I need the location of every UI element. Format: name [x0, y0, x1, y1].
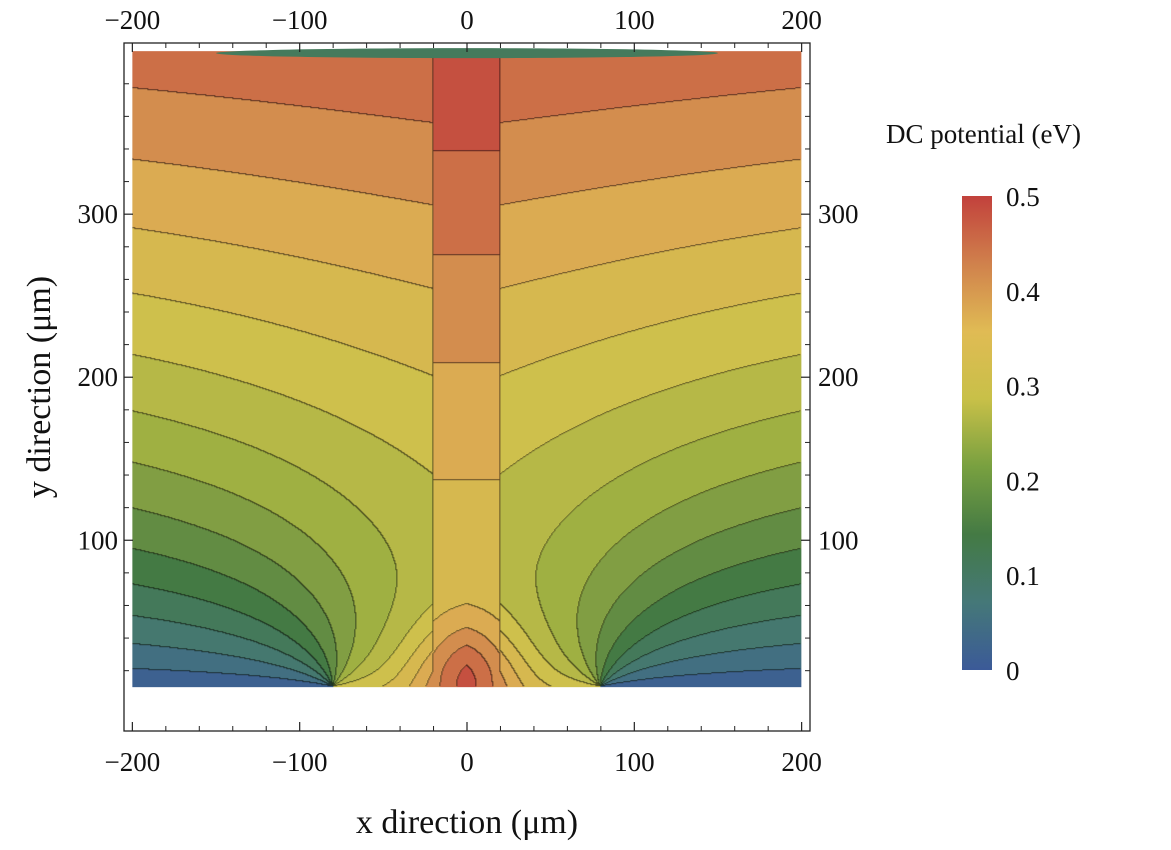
- x-axis-title: x direction (μm): [356, 804, 578, 841]
- y-tick-label: 100: [78, 525, 119, 555]
- y-tick-label: 200: [818, 362, 859, 392]
- y-tick-label: 100: [818, 525, 859, 555]
- colorbar-tick-label: 0.4: [1006, 277, 1040, 307]
- x-axis-top: −200 −100 0 100 200: [104, 5, 822, 52]
- x-tick-label: 200: [781, 747, 822, 777]
- x-tick-label: 100: [614, 5, 655, 35]
- colorbar-tick-label: 0: [1006, 656, 1020, 686]
- colorbar-tick-label: 0.1: [1006, 561, 1040, 591]
- y-axis-title: y direction (μm): [21, 276, 58, 498]
- x-tick-label: 200: [781, 5, 822, 35]
- colorbar: 0 0.1 0.2 0.3 0.4 0.5: [962, 182, 1040, 686]
- x-tick-label: −100: [272, 747, 328, 777]
- x-tick-label: −200: [104, 747, 160, 777]
- colorbar-tick-label: 0.5: [1006, 182, 1040, 212]
- y-tick-label: 300: [78, 199, 119, 229]
- x-tick-label: 100: [614, 747, 655, 777]
- y-axis-right: 100 200 300: [801, 83, 859, 672]
- colorbar-title: DC potential (eV): [886, 119, 1081, 149]
- x-tick-label: −100: [272, 5, 328, 35]
- contour-raster: [132, 51, 802, 688]
- x-tick-label: 0: [460, 747, 474, 777]
- top-green-band: [216, 48, 718, 59]
- x-tick-label: −200: [104, 5, 160, 35]
- x-axis-bottom: −200 −100 0 100 200: [104, 722, 822, 777]
- colorbar-tick-label: 0.3: [1006, 372, 1040, 402]
- y-tick-label: 200: [78, 362, 119, 392]
- y-tick-label: 300: [818, 199, 859, 229]
- colorbar-tick-label: 0.2: [1006, 466, 1040, 496]
- y-axis-left: 100 200 300: [78, 83, 133, 672]
- contour-fill-layer: [132, 48, 802, 688]
- x-tick-label: 0: [460, 5, 474, 35]
- colorbar-gradient: [962, 196, 992, 670]
